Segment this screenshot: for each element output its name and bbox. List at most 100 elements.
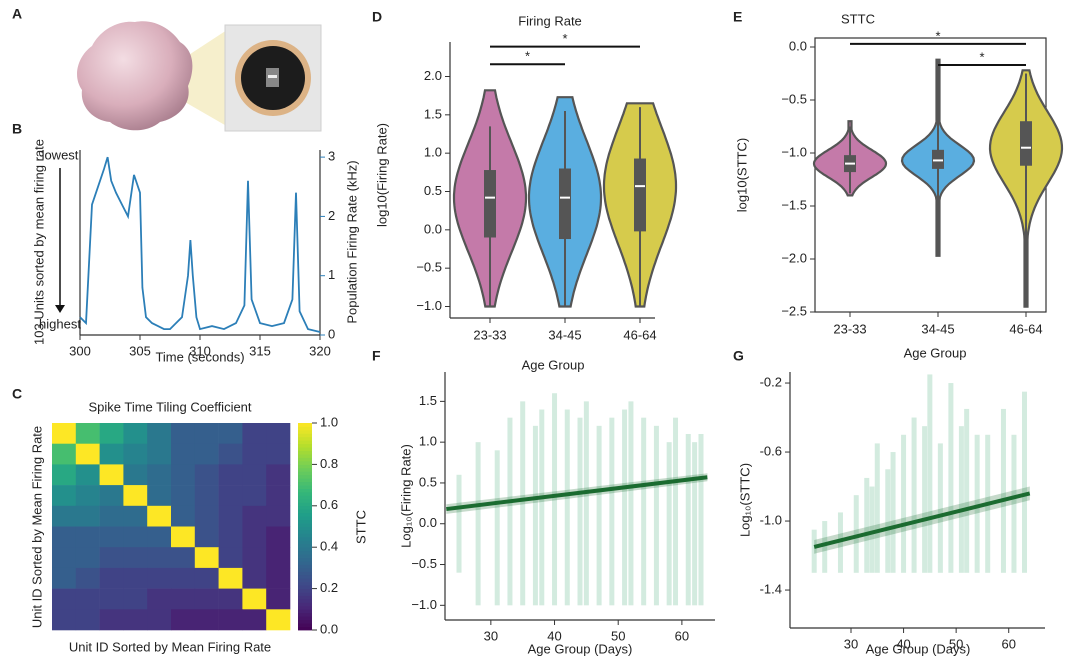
y-tick-label: −2.5 bbox=[781, 303, 807, 318]
heatmap-cell bbox=[171, 567, 196, 589]
panel-label: D bbox=[372, 9, 382, 25]
colorbar-strip bbox=[298, 595, 312, 600]
y-tick-label: 0.4 bbox=[320, 539, 338, 554]
heatmap-cell bbox=[171, 526, 196, 548]
point-column bbox=[869, 486, 875, 573]
point-column bbox=[811, 529, 817, 573]
y-tick-label: −0.5 bbox=[781, 91, 807, 106]
point-column bbox=[507, 417, 513, 606]
heatmap-cell bbox=[99, 505, 124, 527]
heatmap-cell bbox=[52, 567, 77, 589]
heatmap-cell bbox=[52, 609, 77, 631]
heatmap-cell bbox=[194, 485, 219, 507]
heatmap-cell bbox=[194, 588, 219, 610]
x-tick-label: 34-45 bbox=[921, 321, 954, 336]
colorbar-strip bbox=[298, 481, 312, 486]
heatmap-cell bbox=[75, 464, 100, 486]
heatmap-cell bbox=[218, 609, 243, 631]
x-axis-label: Age Group bbox=[522, 357, 585, 372]
colorbar-strip bbox=[298, 536, 312, 541]
heatmap-cell bbox=[52, 526, 77, 548]
colorbar-strip bbox=[298, 612, 312, 617]
colorbar-strip bbox=[298, 588, 312, 593]
x-tick-label: 60 bbox=[675, 628, 689, 643]
colorbar-strip bbox=[298, 602, 312, 607]
colorbar-strip bbox=[298, 460, 312, 465]
colorbar-strip bbox=[298, 540, 312, 545]
x-axis-label: Age Group (Days) bbox=[866, 641, 971, 656]
point-column bbox=[653, 425, 659, 606]
colorbar-strip bbox=[298, 598, 312, 603]
x-tick-label: 60 bbox=[1001, 636, 1015, 651]
fit-line bbox=[446, 475, 708, 512]
heatmap-cell bbox=[52, 547, 77, 569]
heatmap-cell bbox=[242, 567, 267, 589]
point-column bbox=[596, 425, 602, 606]
point-column bbox=[958, 426, 964, 573]
x-tick-label: 50 bbox=[611, 628, 625, 643]
heatmap-cell bbox=[242, 505, 267, 527]
organoid bbox=[77, 21, 193, 131]
significance-star: * bbox=[979, 49, 984, 64]
y-tick-label: 0.5 bbox=[419, 474, 437, 489]
heatmap-cell bbox=[194, 567, 219, 589]
colorbar-strip bbox=[298, 433, 312, 438]
heatmap-cell bbox=[242, 547, 267, 569]
heatmap-cell bbox=[147, 423, 172, 444]
y-tick-label: 0.2 bbox=[320, 580, 338, 595]
x-axis-label: Unit ID Sorted by Mean Firing Rate bbox=[69, 639, 271, 654]
x-tick-label: 30 bbox=[484, 628, 498, 643]
colorbar-strip bbox=[298, 605, 312, 610]
heatmap-cell bbox=[218, 505, 243, 527]
colorbar-strip bbox=[298, 450, 312, 455]
heatmap-cell bbox=[194, 464, 219, 486]
x-tick-label: 310 bbox=[189, 343, 211, 358]
y-tick-label: −0.5 bbox=[411, 556, 437, 571]
heatmap-cell bbox=[266, 609, 291, 631]
heatmap-cell bbox=[242, 423, 267, 444]
chart-title: Firing Rate bbox=[518, 13, 582, 28]
heatmap-cell bbox=[242, 526, 267, 548]
y-tick-label: 1.5 bbox=[424, 106, 442, 121]
heatmap-cell bbox=[99, 464, 124, 486]
colorbar-strip bbox=[298, 512, 312, 517]
heatmap-cell bbox=[99, 423, 124, 444]
colorbar-strip bbox=[298, 616, 312, 621]
colorbar-strip bbox=[298, 502, 312, 507]
significance-star: * bbox=[935, 28, 940, 43]
heatmap-cell bbox=[242, 464, 267, 486]
point-column bbox=[874, 443, 880, 573]
heatmap-cell bbox=[218, 443, 243, 465]
colorbar-strip bbox=[298, 429, 312, 434]
fit-line bbox=[813, 491, 1031, 549]
rate-line bbox=[79, 156, 321, 333]
heatmap-cell bbox=[75, 588, 100, 610]
y-tick-label: −0.5 bbox=[416, 260, 442, 275]
colorbar-strip bbox=[298, 581, 312, 586]
heatmap-cell bbox=[75, 505, 100, 527]
colorbar-strip bbox=[298, 474, 312, 479]
y-tick-label: −1.0 bbox=[411, 597, 437, 612]
heatmap-cell bbox=[147, 547, 172, 569]
point-column bbox=[494, 450, 500, 606]
point-column bbox=[583, 401, 589, 606]
x-tick-label: 50 bbox=[949, 636, 963, 651]
heatmap-cell bbox=[218, 526, 243, 548]
heatmap-cell bbox=[52, 423, 77, 444]
arrow-head bbox=[55, 305, 65, 313]
heatmap-cell bbox=[99, 567, 124, 589]
point-column bbox=[922, 426, 928, 573]
colorbar-strip bbox=[298, 485, 312, 489]
panel-a-illustration bbox=[77, 21, 322, 132]
x-axis-label: Age Group (Days) bbox=[528, 641, 633, 656]
y-tick-label: -0.2 bbox=[760, 374, 782, 389]
y-tick-label: −2.0 bbox=[781, 250, 807, 265]
significance-star: * bbox=[562, 31, 567, 46]
heatmap-cell bbox=[123, 485, 148, 507]
y-tick-label: 2 bbox=[328, 208, 335, 223]
iqr-box bbox=[1020, 121, 1032, 166]
colorbar-strip bbox=[298, 561, 312, 565]
heatmap-cell bbox=[123, 526, 148, 548]
panel-label: F bbox=[372, 348, 381, 364]
colorbar-strip bbox=[298, 440, 312, 445]
